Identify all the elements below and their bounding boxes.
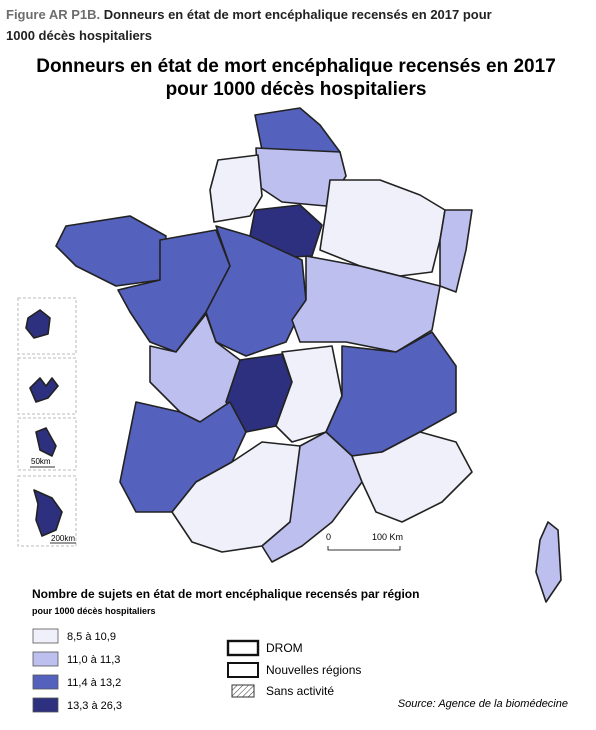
map-title: Donneurs en état de mort encéphalique re…: [36, 56, 556, 77]
drom: [33, 489, 63, 537]
legend-swatch: [32, 697, 59, 713]
legend-subtitle: pour 1000 décès hospitaliers: [32, 606, 156, 616]
regions: [17, 107, 562, 603]
legend-label: Sans activité: [266, 684, 334, 698]
region: [275, 345, 343, 443]
legend-label: 8,5 à 10,9: [67, 631, 116, 643]
inset-scale-label: 50km: [31, 457, 51, 466]
scale-bar: [327, 546, 401, 551]
drom: [35, 427, 57, 457]
legend-label: DROM: [266, 641, 303, 655]
region: [439, 209, 473, 293]
scale-label: 0: [326, 532, 331, 542]
legend-hatch-swatch: [231, 684, 255, 698]
scale-label: 100 Km: [372, 532, 403, 542]
region: [55, 215, 167, 287]
inset-frame: [17, 297, 77, 355]
drom: [25, 309, 51, 339]
map-title: pour 1000 décès hospitaliers: [166, 79, 427, 100]
legend-label: 11,4 à 13,2: [67, 677, 121, 689]
legend-regions-swatch: [227, 662, 259, 678]
legend-label: 13,3 à 26,3: [67, 700, 122, 712]
legend-classes: 8,5 à 10,9 11,0 à 11,3 11,4 à 13,2 13,3 à 2…: [32, 628, 122, 713]
region: [319, 179, 446, 277]
figure-label: Figure AR P1B.: [6, 7, 101, 22]
inset-frame: [17, 475, 77, 547]
legend-swatch: [32, 628, 59, 644]
legend-swatch: [32, 674, 59, 690]
region: [205, 225, 307, 357]
region: [535, 521, 562, 603]
legend-label: Nouvelles régions: [266, 663, 361, 677]
figure-title: Donneurs en état de mort encéphalique re…: [6, 7, 492, 43]
inset-scale-label: 200km: [51, 534, 75, 543]
region: [351, 431, 473, 523]
legend-title: Nombre de sujets en état de mort encépha…: [32, 587, 419, 601]
source: Source: Agence de la biomédecine: [398, 698, 568, 710]
legend-swatch: [32, 651, 59, 667]
legend-label: 11,0 à 11,3: [67, 654, 120, 666]
legend-drom-swatch: [226, 639, 260, 657]
header: Figure AR P1B. Donneurs en état de mort …: [6, 4, 506, 46]
drom: [29, 377, 59, 403]
region: [261, 431, 363, 563]
region: [209, 154, 263, 223]
inset-frame: [17, 357, 77, 415]
